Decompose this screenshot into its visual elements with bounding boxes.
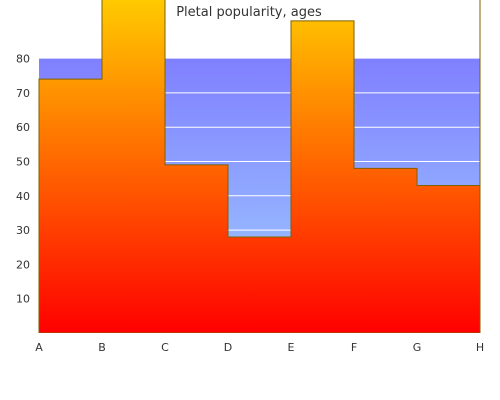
y-tick-label: 80 (16, 53, 30, 66)
x-tick-label: D (224, 341, 232, 354)
area-series (38, 0, 481, 333)
x-tick-label: E (288, 341, 295, 354)
x-axis-ticks: A B C D E F G H (35, 341, 484, 354)
x-tick-label: G (413, 341, 422, 354)
x-tick-label: C (161, 341, 169, 354)
x-tick-label: H (476, 341, 484, 354)
y-tick-label: 70 (16, 87, 30, 100)
x-tick-label: A (35, 341, 43, 354)
y-axis-ticks: 10 20 30 40 50 60 70 80 (16, 53, 30, 306)
y-tick-label: 50 (16, 156, 30, 169)
x-tick-label: F (351, 341, 357, 354)
y-tick-label: 40 (16, 190, 30, 203)
y-tick-label: 60 (16, 121, 30, 134)
y-tick-label: 20 (16, 258, 30, 271)
chart-title: Pletal popularity, ages (176, 5, 322, 20)
y-tick-label: 10 (16, 293, 30, 306)
y-tick-label: 30 (16, 224, 30, 237)
title-background (166, 0, 290, 23)
x-tick-label: B (98, 341, 106, 354)
